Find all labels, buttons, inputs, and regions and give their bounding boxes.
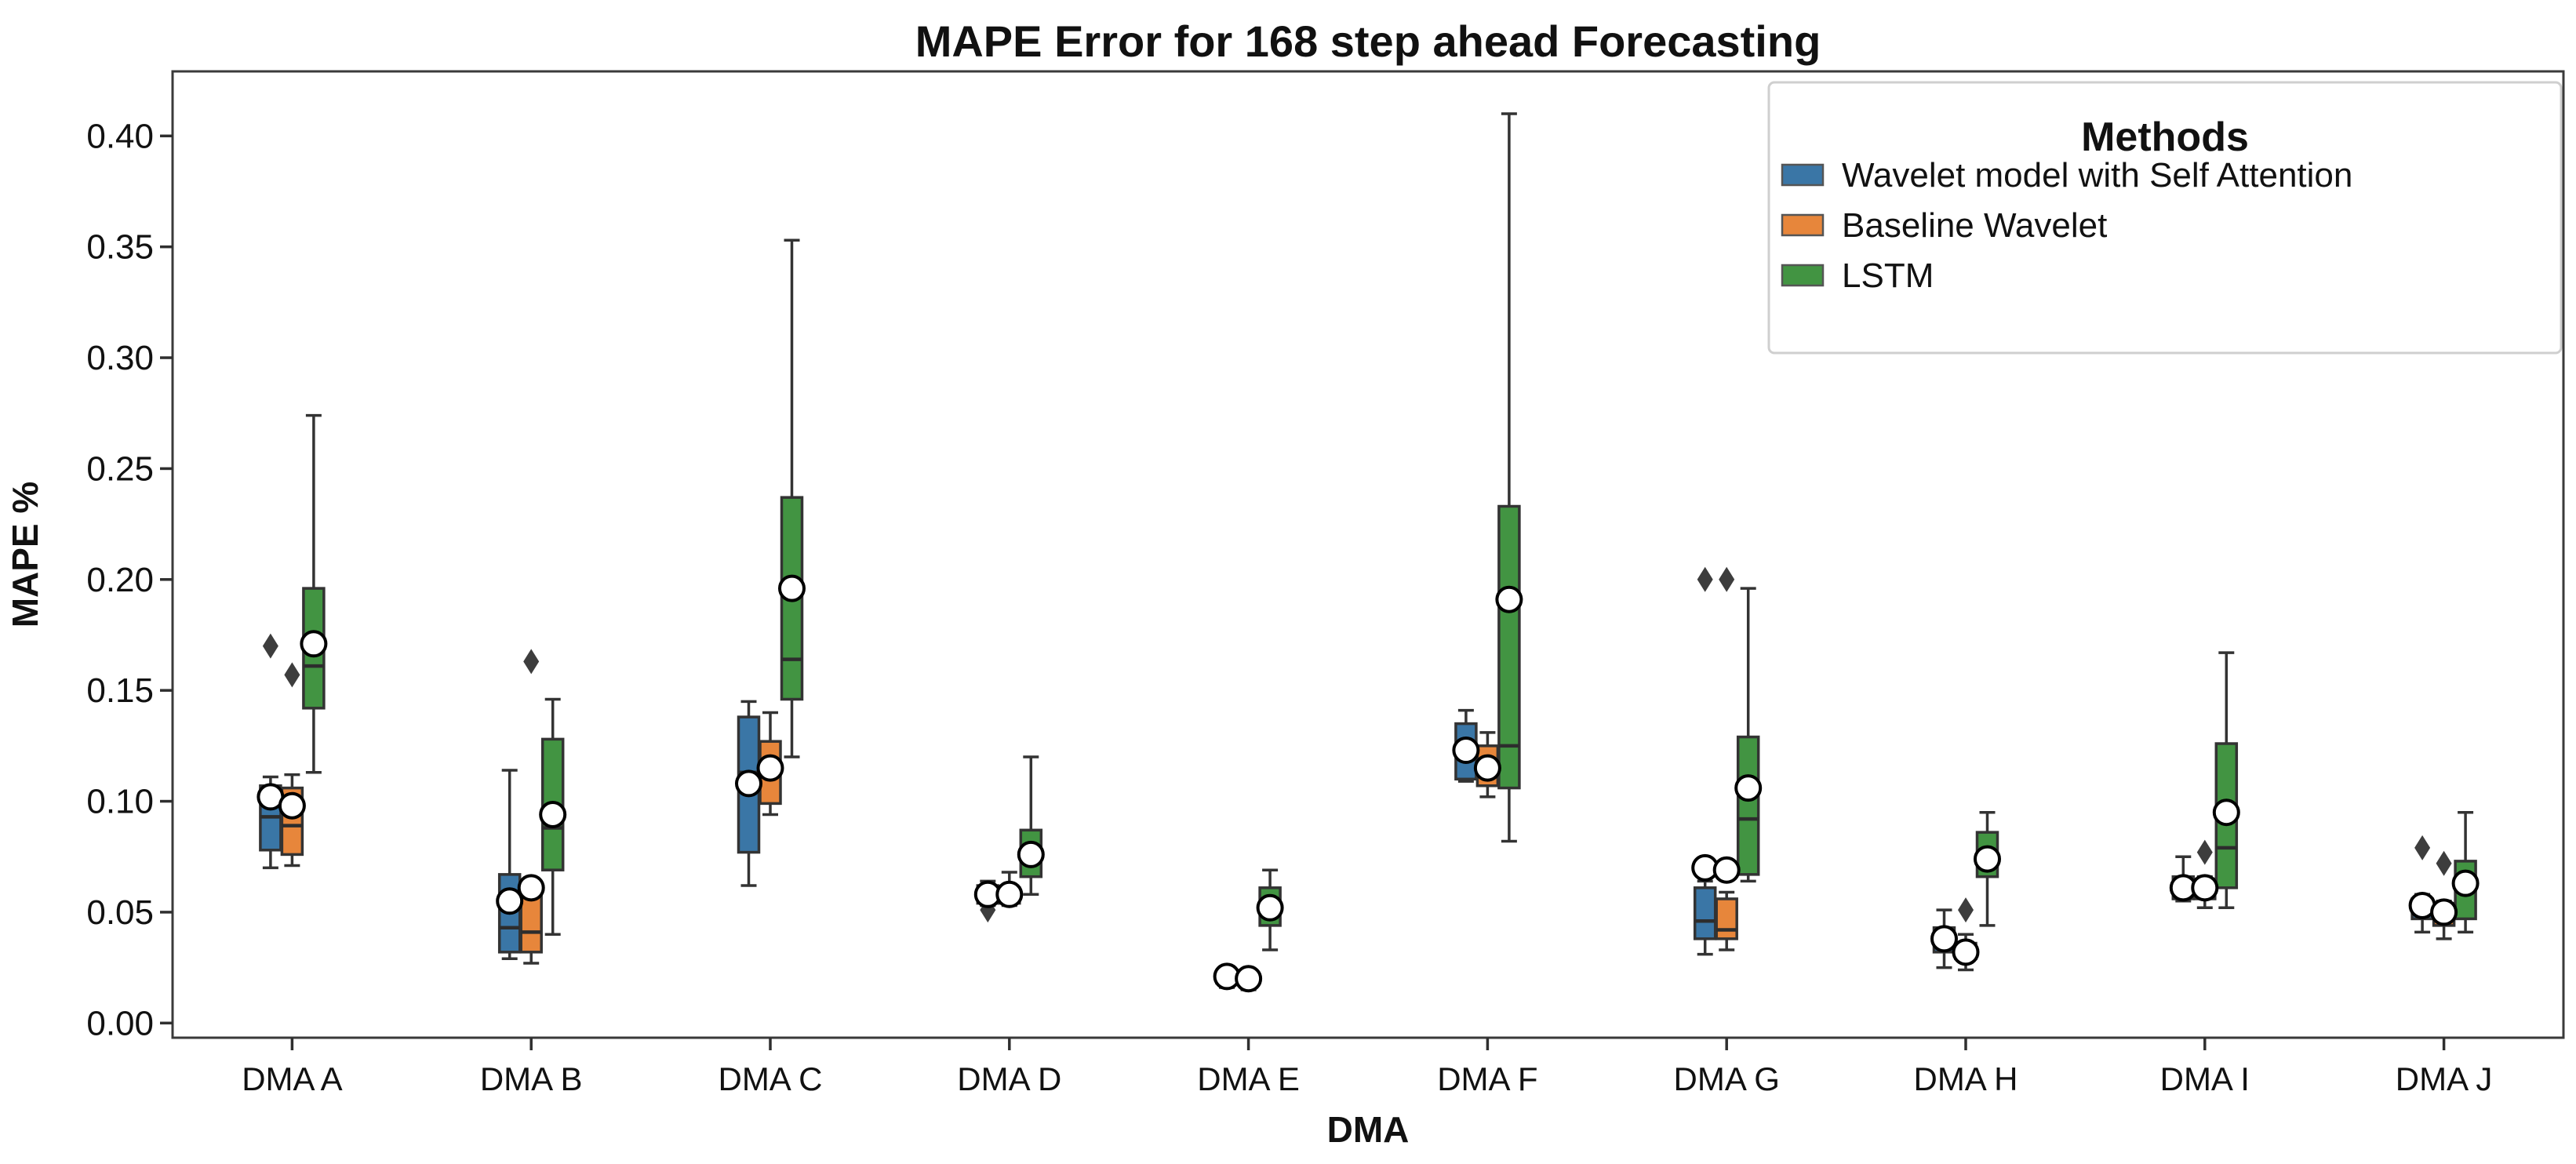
x-tick-label: DMA C xyxy=(718,1060,822,1097)
box-plot-dma-b-s0 xyxy=(497,769,522,961)
y-tick-label: 0.20 xyxy=(86,561,154,599)
box-plot-dma-c-s2 xyxy=(780,238,804,758)
y-tick-label: 0.15 xyxy=(86,671,154,710)
y-tick-label: 0.30 xyxy=(86,339,154,377)
mean-marker xyxy=(1930,925,1958,953)
mean-marker xyxy=(1495,585,1523,613)
legend-item-lstm: LSTM xyxy=(1781,256,1934,295)
plot-frame xyxy=(171,70,2565,1039)
mean-marker xyxy=(1473,754,1501,782)
legend-item-label: Wavelet model with Self Attention xyxy=(1842,156,2352,195)
y-tick-label: 0.35 xyxy=(86,228,154,267)
iqr-box xyxy=(1736,735,1760,876)
mean-marker xyxy=(517,874,545,902)
x-tick-label: DMA F xyxy=(1437,1060,1537,1097)
x-tick-label: DMA B xyxy=(480,1060,583,1097)
x-tick-label: DMA E xyxy=(1197,1060,1300,1097)
mean-marker xyxy=(1952,938,1980,966)
x-tick-label: DMA I xyxy=(2160,1060,2250,1097)
mean-marker xyxy=(778,574,806,602)
iqr-box xyxy=(519,893,543,954)
mean-marker xyxy=(2451,869,2480,897)
mean-marker xyxy=(1235,965,1263,993)
mean-marker xyxy=(1974,845,2001,873)
box-plot-dma-g-s2 xyxy=(1736,587,1760,883)
y-axis-label: MAPE % xyxy=(5,482,45,628)
outlier-diamond xyxy=(2196,839,2213,865)
mean-marker xyxy=(1017,840,1045,868)
x-tick-label: DMA J xyxy=(2396,1060,2493,1097)
x-tick-label: DMA H xyxy=(1913,1060,2018,1097)
box-plot-dma-a-s0 xyxy=(259,633,282,870)
box-plot-dma-a-s2 xyxy=(302,413,326,774)
outlier-diamond xyxy=(1958,897,1974,923)
mean-marker xyxy=(735,769,762,798)
legend: Methods Wavelet model with Self Attentio… xyxy=(1767,81,2563,355)
outlier-diamond xyxy=(262,633,278,659)
outlier-diamond xyxy=(1719,566,1735,592)
box-plot-dma-b-s1 xyxy=(519,649,543,965)
legend-swatch-orange-icon xyxy=(1781,213,1825,237)
x-tick-label: DMA G xyxy=(1674,1060,1780,1097)
box-plot-dma-f-s2 xyxy=(1497,112,1521,843)
mean-marker xyxy=(496,887,524,915)
y-tick-label: 0.40 xyxy=(86,117,154,155)
legend-item-baseline-wavelet: Baseline Wavelet xyxy=(1781,206,2107,245)
outlier-diamond xyxy=(2436,850,2452,876)
box-plot-dma-i-s2 xyxy=(2214,651,2239,910)
y-tick-label: 0.05 xyxy=(86,893,154,932)
outlier-diamond xyxy=(523,649,540,675)
legend-item-label: LSTM xyxy=(1842,256,1934,295)
legend-title: Methods xyxy=(2081,115,2249,160)
y-tick-label: 0.00 xyxy=(86,1004,154,1042)
legend-box xyxy=(1767,81,2563,355)
mean-marker xyxy=(2191,874,2219,902)
box-plot-dma-g-s1 xyxy=(1715,566,1738,951)
x-tick-label: DMA D xyxy=(957,1060,1061,1097)
chart-title: MAPE Error for 168 step ahead Forecastin… xyxy=(915,16,1821,66)
y-tick-label: 0.25 xyxy=(86,449,154,488)
x-tick-label: DMA A xyxy=(242,1060,342,1097)
iqr-box xyxy=(1715,897,1738,940)
outlier-diamond xyxy=(1697,566,1713,592)
outlier-diamond xyxy=(2414,835,2431,860)
mean-marker xyxy=(1256,893,1284,922)
mean-marker xyxy=(756,754,784,782)
y-tick-label: 0.10 xyxy=(86,783,154,821)
iqr-box xyxy=(1497,504,1521,790)
legend-item-label: Baseline Wavelet xyxy=(1842,206,2107,245)
iqr-box xyxy=(1693,886,1717,940)
mean-marker xyxy=(1734,774,1763,802)
mean-marker xyxy=(1452,737,1480,765)
mean-marker xyxy=(539,801,567,829)
legend-swatch-blue-icon xyxy=(1781,163,1825,187)
mean-marker xyxy=(995,880,1024,908)
box-plot-dma-d-s2 xyxy=(1019,755,1043,897)
outlier-diamond xyxy=(284,662,300,688)
box-plot-dma-a-s1 xyxy=(280,662,304,868)
legend-item-wavelet-self-attention: Wavelet model with Self Attention xyxy=(1781,156,2352,195)
box-plot-dma-g-s0 xyxy=(1693,566,1717,956)
boxplot-series-layer xyxy=(257,112,2480,993)
axis-ticks-layer: 0.00 0.05 0.10 0.15 0.20 0.25 0.30 0.35 0.40 DMA … xyxy=(86,117,2492,1097)
mean-marker xyxy=(2212,798,2240,827)
mean-marker xyxy=(2430,898,2458,926)
legend-swatch-green-icon xyxy=(1781,264,1825,287)
mean-marker xyxy=(278,791,306,820)
mean-marker xyxy=(300,630,328,658)
x-axis-label: DMA xyxy=(1327,1109,1410,1150)
mean-marker xyxy=(1712,856,1741,884)
